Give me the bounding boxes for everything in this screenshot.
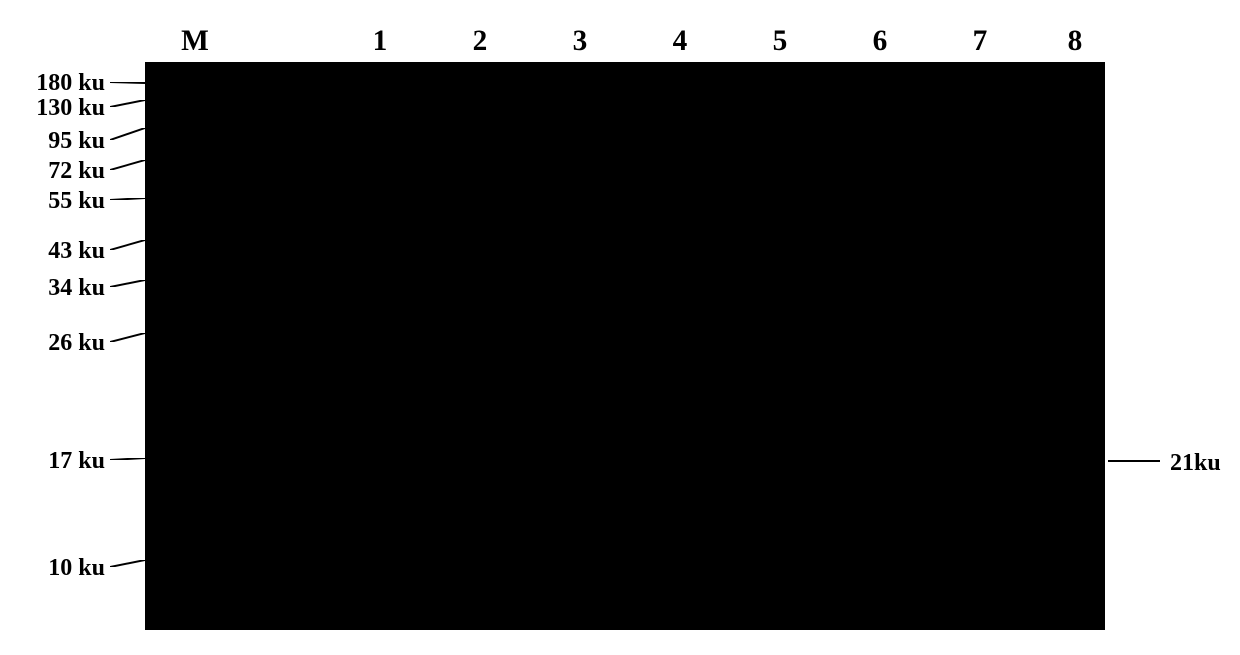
marker-label-left: 10 ku — [48, 555, 105, 582]
lane-label: 8 — [1068, 25, 1083, 58]
marker-label-left: 26 ku — [48, 330, 105, 357]
lane-label: 1 — [373, 25, 388, 58]
marker-label-left: 95 ku — [48, 128, 105, 155]
lane-label: 2 — [473, 25, 488, 58]
marker-tick-left — [110, 198, 145, 200]
marker-label-left: 180 ku — [36, 70, 105, 97]
lane-label: 7 — [973, 25, 988, 58]
marker-label-left: 55 ku — [48, 188, 105, 215]
lane-label: 3 — [573, 25, 588, 58]
lane-label: 5 — [773, 25, 788, 58]
marker-label-left: 17 ku — [48, 448, 105, 475]
marker-tick-left — [110, 100, 145, 107]
lane-label: 4 — [673, 25, 688, 58]
marker-tick-left — [110, 82, 145, 84]
lane-label: M — [181, 25, 209, 58]
gel-image-area — [145, 62, 1105, 630]
marker-tick-left — [110, 280, 145, 287]
marker-label-left: 34 ku — [48, 275, 105, 302]
marker-tick-left — [110, 240, 145, 250]
marker-label-left: 43 ku — [48, 238, 105, 265]
marker-tick-right — [1108, 460, 1160, 462]
marker-tick-left — [110, 560, 145, 567]
figure-container: M 1 2 3 4 5 6 7 8 180 ku130 ku 95 ku 72 ku 55 ku 43 … — [0, 0, 1240, 655]
marker-tick-left — [110, 128, 145, 140]
lane-label: 6 — [873, 25, 888, 58]
marker-label-left: 130 ku — [36, 95, 105, 122]
marker-tick-left — [110, 333, 145, 342]
marker-tick-left — [110, 160, 145, 170]
marker-tick-left — [110, 458, 145, 460]
marker-label-left: 72 ku — [48, 158, 105, 185]
marker-label-right: 21ku — [1170, 450, 1221, 477]
